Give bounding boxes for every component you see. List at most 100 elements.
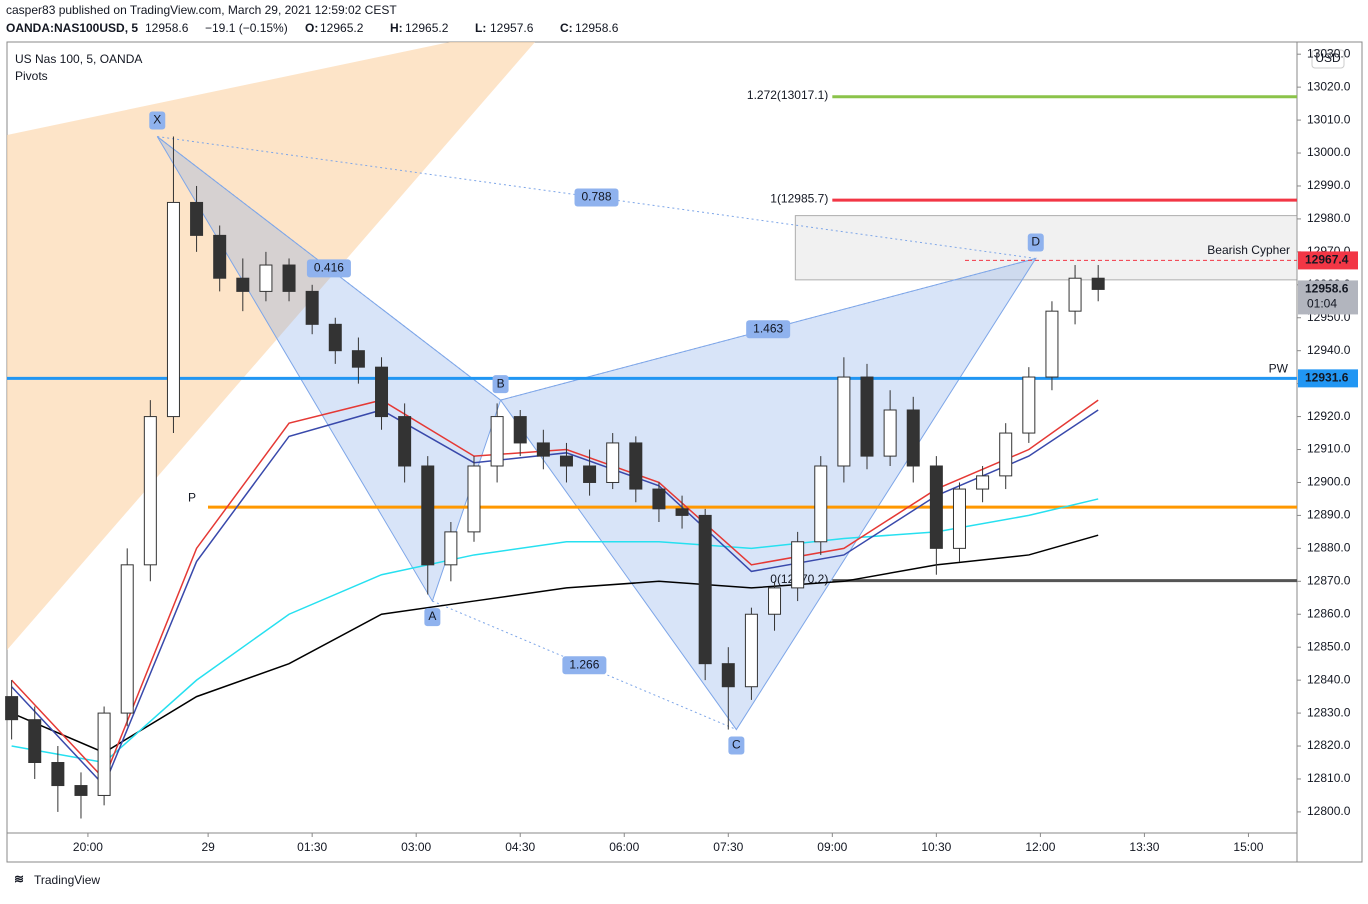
candle-body	[976, 475, 990, 490]
symbol: OANDA:NAS100USD, 5	[6, 21, 138, 35]
ratio-label: 0.788	[582, 190, 612, 204]
candle-body	[652, 488, 666, 510]
price-tag	[1298, 251, 1358, 270]
x-tick-label: 15:00	[1233, 840, 1263, 854]
published: casper83 published on TradingView.com, M…	[6, 3, 397, 17]
candle-body	[375, 366, 389, 418]
y-tick-label: 12940.0	[1307, 343, 1351, 357]
candle-body	[559, 455, 573, 467]
y-tick-label: 13010.0	[1307, 112, 1351, 126]
candle-body	[1045, 310, 1059, 378]
candle-body	[1091, 277, 1105, 290]
x-tick-label: 20:00	[73, 840, 103, 854]
x-tick-label: 10:30	[921, 840, 951, 854]
candle-body	[97, 712, 111, 796]
candle-body	[744, 613, 758, 688]
candle-body	[259, 264, 273, 292]
candle-body	[166, 201, 180, 418]
candle-body	[583, 465, 597, 483]
candle-body	[51, 761, 65, 787]
ohlc-label: L:	[475, 21, 486, 35]
ohlc-label: C:	[560, 21, 573, 35]
currency: USD	[1315, 51, 1341, 65]
y-tick-label: 12990.0	[1307, 178, 1351, 192]
candle-body	[490, 416, 504, 467]
point-label: C	[732, 738, 741, 752]
y-tick-label: 13000.0	[1307, 145, 1351, 159]
zone-label: Bearish Cypher	[1207, 243, 1290, 257]
candle-body	[513, 416, 527, 444]
candle-body	[236, 277, 250, 292]
point-box	[492, 375, 509, 394]
x-tick-label: 06:00	[609, 840, 639, 854]
y-tick-label: 12860.0	[1307, 606, 1351, 620]
candle-body	[305, 290, 319, 325]
y-tick-label: 12880.0	[1307, 541, 1351, 555]
point-box	[728, 736, 745, 755]
channel	[7, 42, 535, 650]
candle-body	[606, 442, 620, 483]
y-tick-label: 12850.0	[1307, 639, 1351, 653]
y-tick-label: 12830.0	[1307, 705, 1351, 719]
candle-body	[906, 409, 920, 467]
ohlc-value: 12957.6	[490, 21, 534, 35]
candle-body	[351, 350, 365, 368]
candle-body	[213, 234, 227, 279]
point-label: X	[153, 113, 161, 127]
pivot-label: PW	[1269, 362, 1289, 376]
ohlc-value: 12958.6	[575, 21, 619, 35]
x-tick-label: 07:30	[713, 840, 743, 854]
fib-label: 1(12985.7)	[770, 191, 828, 205]
ohlc-label: O:	[305, 21, 318, 35]
y-tick-label: 12870.0	[1307, 573, 1351, 587]
x-tick-label: 13:30	[1129, 840, 1159, 854]
fib-label: 1.272(13017.1)	[747, 88, 828, 102]
legend: US Nas 100, 5, OANDA	[15, 52, 142, 66]
y-tick-label: 12980.0	[1307, 211, 1351, 225]
candle-body	[698, 514, 712, 665]
ohlc-value: 12965.2	[320, 21, 364, 35]
candle-body	[421, 465, 435, 566]
x-tick-label: 01:30	[297, 840, 327, 854]
point-box	[149, 111, 166, 130]
candle-body	[143, 416, 157, 566]
candle-body	[768, 587, 782, 615]
point-label: B	[497, 376, 505, 390]
change: −19.1 (−0.15%)	[205, 21, 288, 35]
ohlc: O: 12965.2 H: 12965.2 L: 12957.6 C: 12958.6	[305, 21, 619, 35]
ratio-label: 1.266	[569, 657, 599, 671]
candle-body	[675, 508, 689, 516]
candle-body	[444, 531, 458, 566]
candle-body	[120, 564, 134, 714]
candle-body	[467, 465, 481, 533]
ratio-box	[562, 656, 607, 675]
x-tick-label: 12:00	[1025, 840, 1055, 854]
candle-body	[929, 465, 943, 549]
x-tick-label: 29	[201, 840, 215, 854]
x-tick-label: 09:00	[817, 840, 847, 854]
countdown: 01:04	[1307, 297, 1337, 311]
brand: TradingView	[34, 873, 100, 887]
candle-body	[1068, 277, 1082, 312]
candle-body	[282, 264, 296, 292]
candle-body	[190, 201, 204, 236]
y-tick-label: 12840.0	[1307, 672, 1351, 686]
candle-body	[398, 416, 412, 467]
candle-body	[860, 376, 874, 457]
candle-body	[837, 376, 851, 467]
point-box	[424, 608, 441, 627]
candle-body	[328, 323, 342, 352]
point-label: A	[428, 609, 436, 623]
ratio-box	[306, 259, 351, 278]
y-tick-label: 12810.0	[1307, 771, 1351, 785]
price-tag	[1298, 280, 1358, 315]
logo: ≋	[14, 872, 24, 886]
candle-body	[721, 663, 735, 688]
y-tick-label: 12910.0	[1307, 442, 1351, 456]
ratio-label: 0.416	[314, 261, 344, 275]
candle-body	[791, 541, 805, 589]
y-tick-label: 13030.0	[1307, 46, 1351, 60]
currency-box	[1311, 49, 1345, 69]
x-tick-label: 03:00	[401, 840, 431, 854]
